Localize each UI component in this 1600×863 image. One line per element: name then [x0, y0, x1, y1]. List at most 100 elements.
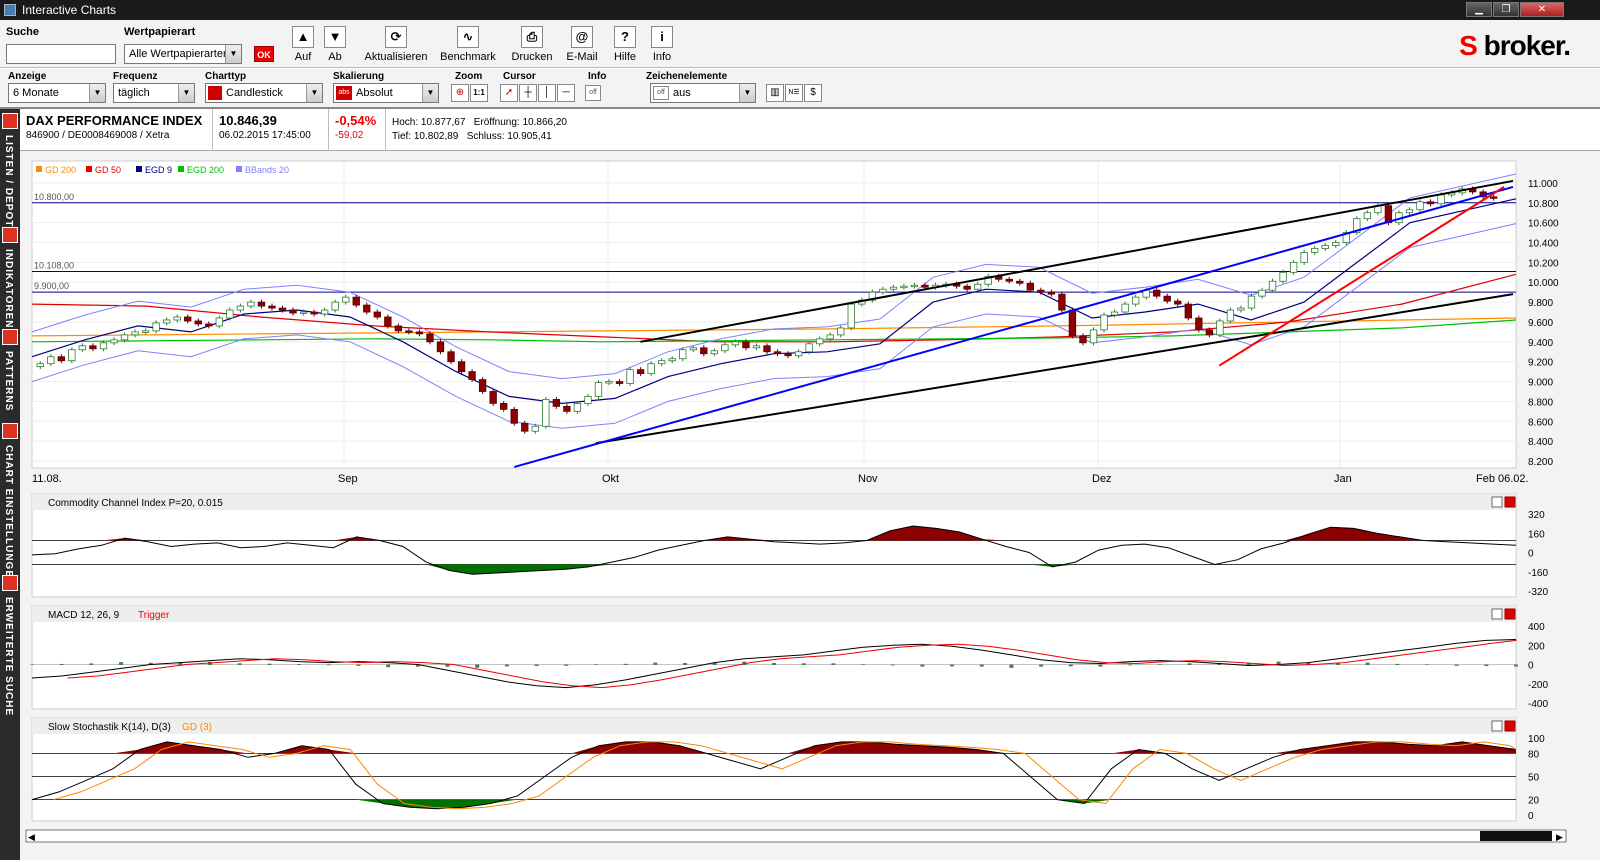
- email-icon: @: [571, 26, 593, 48]
- toolbar-button-label: Drucken: [511, 51, 553, 63]
- bar-chart-icon[interactable]: ▥: [766, 84, 784, 102]
- zeichen-select[interactable]: off aus ▼: [650, 83, 756, 103]
- candle-body: [205, 323, 213, 327]
- candle-body: [384, 316, 392, 327]
- stochastic-panel[interactable]: Slow Stochastik K(14), D(3) GD (3) 100 80 50…: [31, 717, 1545, 822]
- candle-body: [1195, 317, 1203, 331]
- candle-body: [700, 347, 708, 355]
- candle-body: [973, 283, 982, 290]
- panel-header: [32, 494, 1516, 510]
- auf-button[interactable]: ▲ Auf: [292, 26, 314, 66]
- panel-y-tick: 0: [1528, 549, 1534, 560]
- y-tick-label: 10.800: [1528, 199, 1559, 210]
- horizontal-line-icon[interactable]: ─: [557, 84, 575, 102]
- zeichen-label: Zeichenelemente: [646, 71, 728, 82]
- sidebar-item-indikatoren[interactable]: INDIKATOREN: [0, 225, 20, 329]
- instrument-price: 10.846,39: [219, 113, 277, 128]
- sidebar-item-chart-einstellungen[interactable]: CHART EINSTELLUNGEN: [0, 421, 20, 586]
- bbands-lower: [31, 223, 1517, 429]
- zoom-reset-button[interactable]: 1:1: [470, 84, 488, 102]
- macd-histogram-bar: [1335, 663, 1340, 665]
- frequenz-select[interactable]: täglich ▼: [113, 83, 195, 103]
- zeichen-value: aus: [673, 87, 691, 99]
- window-title: Interactive Charts: [22, 3, 117, 17]
- macd-histogram-bar: [653, 662, 658, 665]
- sidebar-item-listen-depot[interactable]: LISTEN / DEPOT: [0, 111, 20, 227]
- sidebar-item-erweiterte-suche[interactable]: ERWEITERTE SUCHE: [0, 573, 20, 716]
- candle-body: [742, 341, 750, 349]
- info-toggle[interactable]: off: [585, 85, 601, 101]
- hilfe-button[interactable]: ? Hilfe: [613, 26, 637, 66]
- candle-body: [110, 339, 118, 344]
- panel-y-tick: 100: [1528, 734, 1545, 745]
- close-button[interactable]: ✕: [1520, 2, 1564, 17]
- candle-body: [1016, 280, 1024, 284]
- aktualisieren-button[interactable]: ⟳ Aktualisieren: [364, 26, 428, 66]
- info-label: Info: [588, 71, 607, 82]
- candle-body: [658, 360, 666, 365]
- candle-body: [1426, 201, 1435, 205]
- candle-body: [1226, 309, 1235, 322]
- ok-button[interactable]: OK: [254, 46, 274, 62]
- candle-body: [457, 361, 466, 373]
- candle-body: [731, 341, 740, 346]
- chart-canvas[interactable]: GD 200 GD 50 EGD 9 EGD 200 BBands 20 10.800,…: [20, 151, 1600, 860]
- ab-button[interactable]: ▼ Ab: [324, 26, 346, 66]
- main-chart-panel[interactable]: [31, 160, 1517, 469]
- candle-body: [1342, 232, 1350, 243]
- sidebar-item-label: PATTERNS: [3, 351, 14, 412]
- macd-panel[interactable]: MACD 12, 26, 9 Trigger 400 200 0 -200 -400: [30, 605, 1548, 710]
- candle-body: [1258, 289, 1266, 297]
- panel-header: [32, 718, 1516, 734]
- crosshair-icon[interactable]: ┼: [519, 84, 537, 102]
- macd-histogram-bar: [1039, 664, 1044, 667]
- abs-badge: abs: [336, 86, 352, 100]
- candle-body: [194, 320, 202, 325]
- anzeige-select[interactable]: 6 Monate ▼: [8, 83, 106, 103]
- benchmark-button[interactable]: ∿ Benchmark: [440, 26, 496, 66]
- search-input[interactable]: [6, 44, 116, 64]
- dollar-icon[interactable]: $: [804, 84, 822, 102]
- horizontal-lines: 10.800,00 10.108,00 9.900,00: [32, 192, 1516, 293]
- minimize-button[interactable]: ▁: [1466, 2, 1492, 17]
- e-mail-button[interactable]: @ E-Mail: [565, 26, 599, 66]
- candle-body: [910, 284, 919, 288]
- candle-body: [1163, 295, 1171, 302]
- candle-body: [447, 351, 455, 363]
- scrollbar-thumb[interactable]: [1480, 831, 1552, 841]
- candle-body: [847, 303, 855, 329]
- zoom-in-icon[interactable]: ⊕: [451, 84, 469, 102]
- benchmark-icon: ∿: [457, 26, 479, 48]
- charttyp-select[interactable]: Candlestick ▼: [205, 83, 323, 103]
- macd-histogram-bar: [593, 664, 598, 665]
- candle-body: [162, 319, 171, 324]
- panel-background: [31, 605, 1517, 710]
- cursor-label: Cursor: [503, 71, 536, 82]
- candle-body: [826, 334, 834, 340]
- pointer-cursor-icon[interactable]: ➚: [500, 84, 518, 102]
- legend-swatch: [236, 166, 242, 172]
- info-button[interactable]: i Info: [650, 26, 674, 66]
- candlesticks: [36, 186, 1498, 434]
- notes-icon[interactable]: N☰: [785, 84, 803, 102]
- sidebar-item-patterns[interactable]: PATTERNS: [0, 327, 20, 419]
- candle-body: [1300, 252, 1308, 263]
- candle-body: [1311, 248, 1319, 253]
- chart-area[interactable]: GD 200 GD 50 EGD 9 EGD 200 BBands 20 10.800,…: [20, 151, 1600, 860]
- security-type-select[interactable]: Alle Wertpapierarten ▼: [124, 44, 242, 64]
- vertical-line-icon[interactable]: │: [538, 84, 556, 102]
- skalierung-select[interactable]: abs Absolut ▼: [333, 83, 439, 103]
- macd-histogram-bar: [623, 663, 628, 665]
- zoom-label: Zoom: [455, 71, 483, 82]
- drucken-button[interactable]: ⎙ Drucken: [510, 26, 554, 66]
- toolbar-button-label: E-Mail: [566, 51, 598, 63]
- scroll-right-icon[interactable]: ▶: [1556, 832, 1563, 842]
- scroll-left-icon[interactable]: ◀: [28, 832, 35, 842]
- instrument-datetime: 06.02.2015 17:45:00: [219, 130, 311, 141]
- horizontal-scrollbar[interactable]: [25, 829, 1567, 843]
- eroeffnung-value: Eröffnung: 10.866,20: [473, 117, 567, 128]
- frequenz-value: täglich: [118, 87, 150, 99]
- cci-panel[interactable]: Commodity Channel Index P=20, 0.015 320 16…: [31, 493, 1548, 598]
- restore-button[interactable]: ❐: [1493, 2, 1519, 17]
- macd-histogram-bar: [475, 664, 480, 668]
